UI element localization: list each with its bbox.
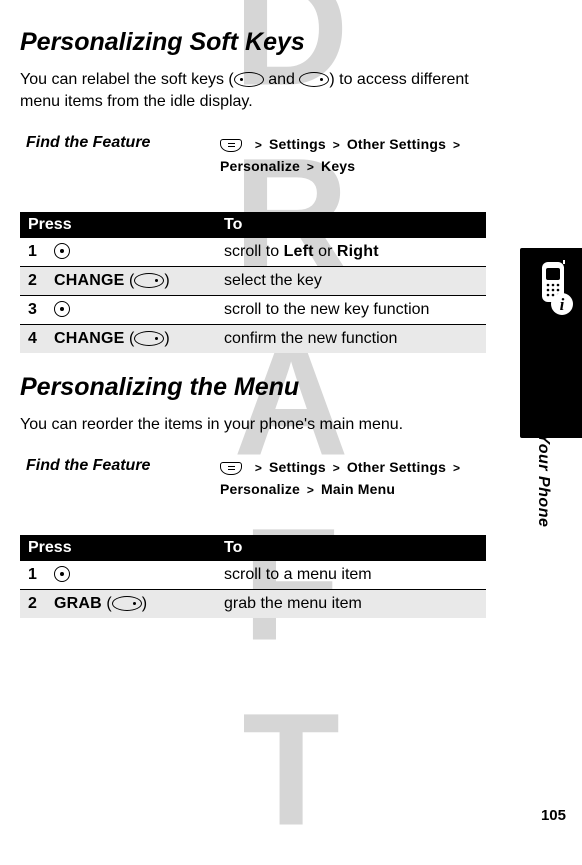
find-feature-label: Find the Feature <box>20 134 220 177</box>
col-press: Press <box>20 212 216 238</box>
side-section-label: Personalizing Your Phone <box>534 318 552 527</box>
find-feature-label: Find the Feature <box>20 457 220 500</box>
col-to: To <box>216 212 486 238</box>
table-row: 2 CHANGE () select the key <box>20 266 486 295</box>
page-number: 105 <box>541 807 566 824</box>
right-softkey-icon <box>134 331 164 346</box>
steps-table-keys: Press To 1 scroll to Left or Right 2 CHA… <box>20 212 486 353</box>
menu-key-icon <box>220 462 242 475</box>
steps-table-menu: Press To 1 scroll to a menu item 2 GRAB … <box>20 535 486 618</box>
table-row: 3 scroll to the new key function <box>20 295 486 324</box>
heading-soft-keys: Personalizing Soft Keys <box>20 28 486 57</box>
nav-key-icon <box>54 243 70 259</box>
nav-key-icon <box>54 566 70 582</box>
table-row: 1 scroll to a menu item <box>20 561 486 590</box>
table-row: 1 scroll to Left or Right <box>20 238 486 267</box>
table-row: 4 CHANGE () confirm the new function <box>20 324 486 353</box>
right-softkey-icon <box>134 273 164 288</box>
find-feature-menu: Find the Feature > Settings > Other Sett… <box>20 457 486 500</box>
table-row: 2 GRAB () grab the menu item <box>20 589 486 618</box>
right-softkey-icon <box>112 596 142 611</box>
find-feature-keys: Find the Feature > Settings > Other Sett… <box>20 134 486 177</box>
nav-path-menu: > Settings > Other Settings > Personaliz… <box>220 457 486 500</box>
right-softkey-icon <box>299 72 329 87</box>
phone-info-icon: i <box>528 260 576 318</box>
intro-soft-keys: You can relabel the soft keys ( and ) to… <box>20 69 486 112</box>
col-to: To <box>216 535 486 561</box>
col-press: Press <box>20 535 216 561</box>
svg-text:i: i <box>560 295 565 314</box>
menu-key-icon <box>220 139 242 152</box>
left-softkey-icon <box>234 72 264 87</box>
nav-path-keys: > Settings > Other Settings > Personaliz… <box>220 134 486 177</box>
intro-menu: You can reorder the items in your phone'… <box>20 414 486 436</box>
heading-menu: Personalizing the Menu <box>20 373 486 402</box>
nav-key-icon <box>54 301 70 317</box>
